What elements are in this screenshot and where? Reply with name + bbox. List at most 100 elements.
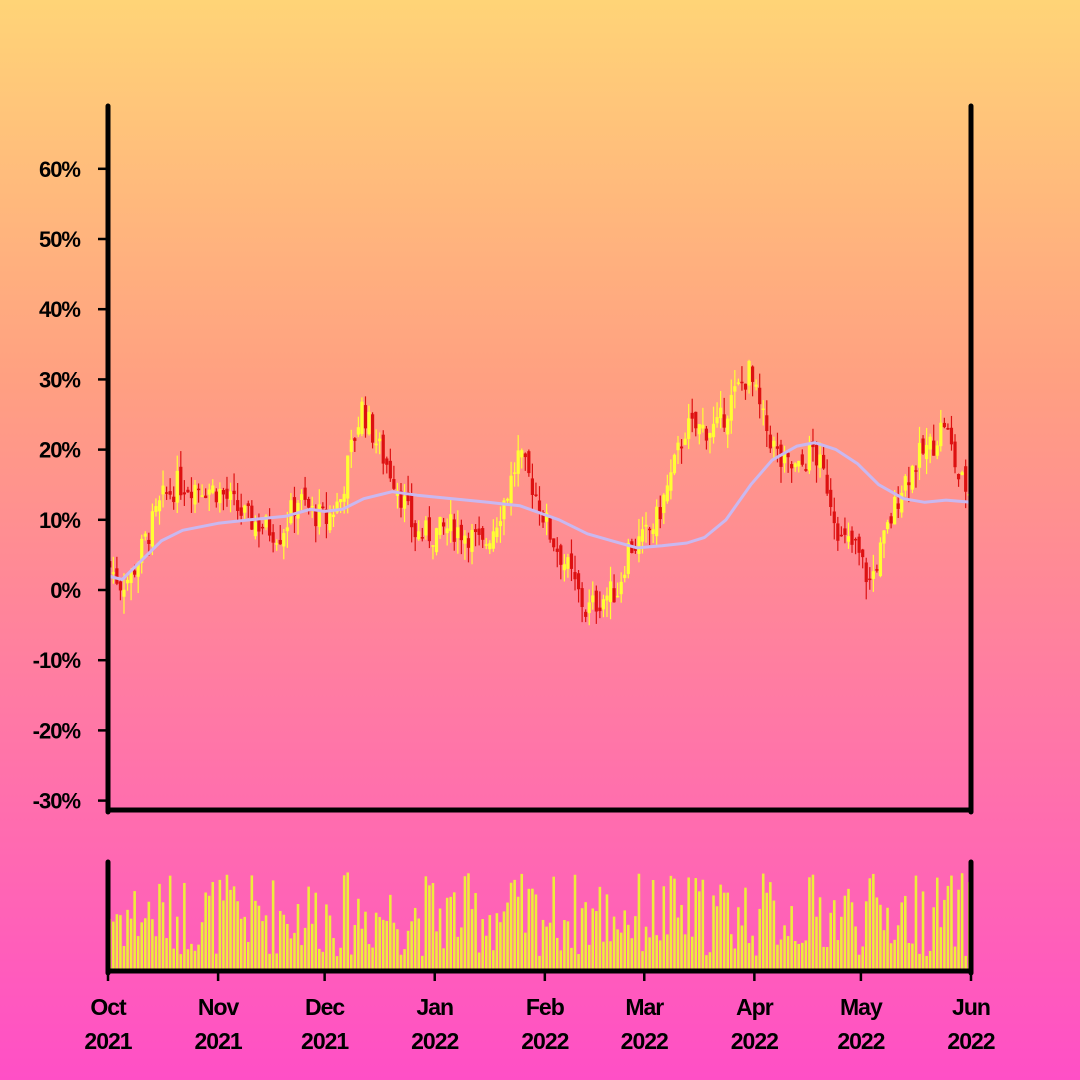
candle-body: [896, 503, 900, 509]
volume-bar: [953, 946, 957, 971]
candle-body: [761, 408, 765, 411]
volume-bar: [250, 875, 254, 971]
x-tick-label-month: Oct: [90, 994, 127, 1020]
volume-bar: [673, 878, 676, 971]
candle-body: [790, 464, 794, 469]
volume-bar: [712, 895, 715, 971]
candle-body: [175, 470, 179, 503]
volume-bar: [360, 928, 364, 971]
volume-bar: [261, 921, 264, 971]
candle-body: [196, 488, 201, 491]
candle-body: [584, 611, 588, 617]
candle-body: [580, 588, 584, 608]
volume-bar: [964, 955, 967, 971]
y-tick-label: -30%: [33, 789, 81, 814]
candle-body: [168, 491, 172, 495]
volume-bar: [772, 900, 776, 971]
candle-body: [743, 383, 748, 390]
volume-bar: [531, 888, 534, 971]
candle-body: [431, 545, 435, 547]
candle-body: [481, 528, 485, 540]
volume-bar: [570, 947, 573, 971]
y-tick-label: 10%: [39, 508, 80, 533]
candle-body: [129, 571, 133, 583]
volume-bar: [147, 901, 151, 971]
y-tick-label: 30%: [39, 367, 80, 392]
candle-body: [768, 434, 772, 449]
volume-bar: [801, 942, 804, 971]
candle-body: [644, 524, 648, 527]
volume-bar: [655, 935, 658, 971]
candle-body: [740, 381, 744, 384]
candle-body: [434, 528, 439, 553]
volume-bar: [587, 944, 591, 971]
volume-bar: [921, 891, 925, 971]
candle-body: [150, 511, 154, 547]
x-tick-label-month: Nov: [198, 994, 240, 1020]
y-tick-label: 50%: [39, 227, 80, 252]
volume-bar: [612, 916, 616, 971]
candle-body: [566, 557, 570, 569]
candle-body: [793, 463, 797, 468]
candle-body: [498, 521, 503, 527]
candle-body: [211, 485, 215, 493]
candle-body: [694, 411, 698, 429]
candle-body: [882, 530, 886, 544]
candle-body: [374, 443, 378, 446]
candle-body: [765, 415, 769, 432]
volume-bar: [580, 908, 584, 971]
volume-bar: [122, 945, 126, 971]
candle-body: [232, 490, 236, 495]
candle-body: [687, 418, 691, 439]
candle-body: [399, 490, 403, 508]
volume-bar: [520, 873, 524, 971]
volume-bar: [385, 920, 389, 971]
x-tick-label-year: 2021: [301, 1028, 349, 1054]
candle-body: [772, 440, 776, 447]
volume-bar: [151, 919, 154, 971]
volume-bar: [534, 894, 538, 971]
volume-bar: [353, 924, 357, 971]
candle-body: [303, 487, 307, 500]
candle-body: [378, 438, 382, 442]
candle-body: [452, 519, 456, 542]
candle-body: [339, 499, 343, 503]
volume-bar: [516, 896, 520, 971]
volume-bar: [303, 927, 307, 971]
volume-bar: [754, 955, 758, 971]
volume-bar: [342, 875, 346, 971]
candle-body: [118, 581, 123, 591]
volume-bar: [637, 873, 641, 971]
volume-bar: [850, 902, 854, 971]
candle-body: [900, 492, 904, 513]
candle-body: [598, 607, 602, 612]
volume-bar: [179, 954, 183, 971]
candle-body: [925, 444, 929, 460]
volume-bar: [136, 936, 140, 971]
volume-bar: [488, 915, 492, 971]
volume-bar: [683, 934, 687, 971]
volume-bar: [374, 912, 378, 971]
volume-bar: [879, 904, 882, 971]
candle-body: [186, 489, 190, 493]
volume-bar: [332, 938, 335, 971]
volume-bar: [314, 892, 318, 971]
volume-bar: [698, 891, 701, 971]
candle-body: [505, 498, 510, 501]
volume-bar: [740, 925, 744, 971]
candle-body: [932, 440, 936, 456]
candle-body: [342, 493, 346, 502]
volume-bar: [680, 905, 683, 971]
volume-bar: [133, 891, 136, 971]
candle-body: [442, 522, 446, 527]
volume-bar: [889, 943, 893, 971]
y-tick-label: 40%: [39, 297, 80, 322]
candle-body: [736, 382, 740, 384]
volume-bar: [502, 911, 506, 971]
volume-bar: [847, 888, 850, 971]
candle-body: [477, 528, 481, 535]
volume-bar: [286, 923, 289, 971]
volume-bar: [389, 894, 392, 971]
volume-bar: [172, 948, 175, 971]
candle-body: [125, 579, 130, 584]
